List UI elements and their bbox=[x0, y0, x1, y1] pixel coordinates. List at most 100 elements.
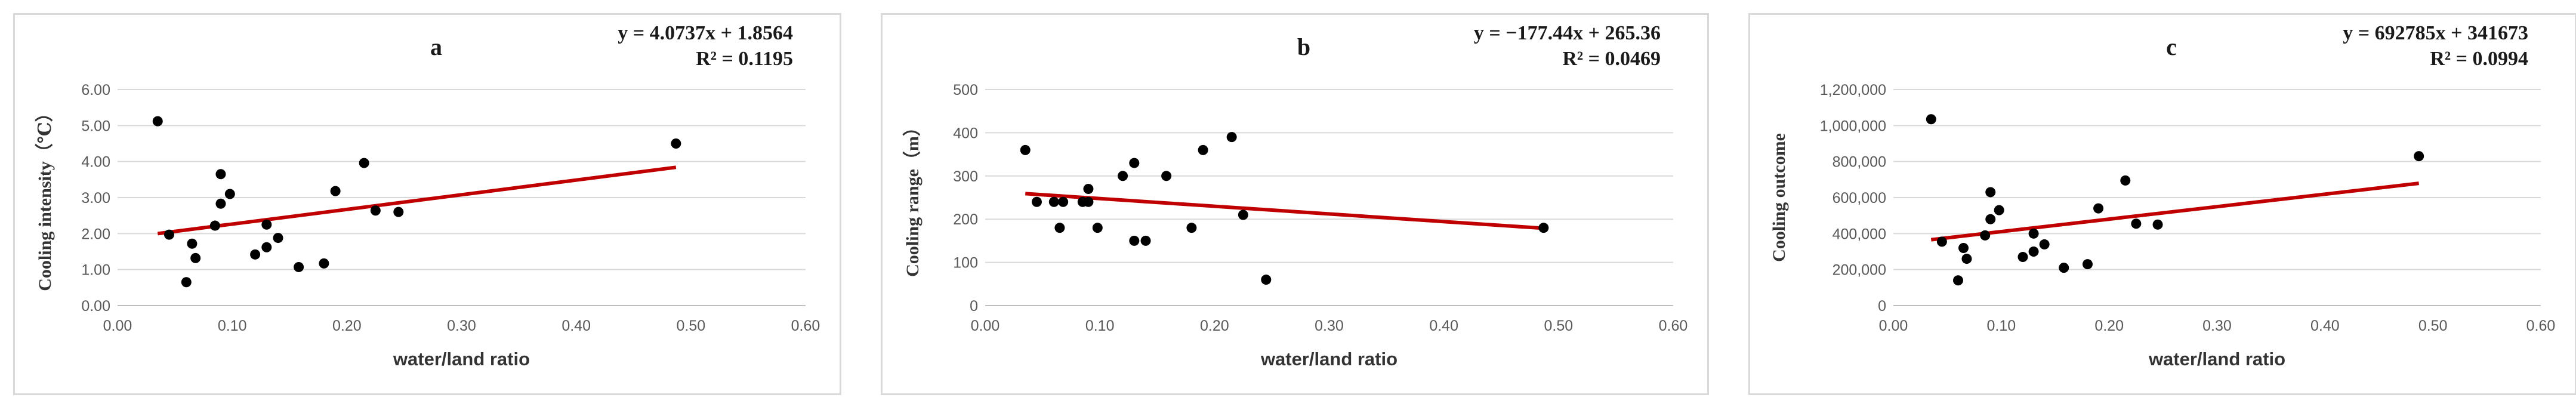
trendline-c bbox=[1930, 181, 2420, 242]
data-point-c bbox=[1936, 236, 1947, 247]
y-tick-label-b: 200 bbox=[953, 211, 978, 228]
data-point-c bbox=[2120, 175, 2131, 186]
data-point-b bbox=[1020, 144, 1031, 155]
data-point-a bbox=[224, 189, 235, 199]
y-tick-label-b: 400 bbox=[953, 125, 978, 141]
data-point-c bbox=[2028, 247, 2039, 257]
x-tick-label-c: 0.40 bbox=[2310, 318, 2340, 334]
x-tick-label-c: 0.20 bbox=[2094, 318, 2124, 334]
data-point-a bbox=[671, 138, 681, 149]
scatter-plot-c: 0 200,000 400,000 600,000 800,000 1,000,000 1,… bbox=[1769, 82, 2556, 369]
data-point-a bbox=[209, 220, 220, 231]
y-tick-label-a: 0.00 bbox=[81, 298, 110, 315]
x-tick-label-a: 0.50 bbox=[676, 318, 705, 334]
y-tick-label-c: 1,200,000 bbox=[1820, 82, 1886, 98]
chart-panel-a: 0.00 1.00 2.00 3.00 4.00 5.00 6.00 0.00 0.10 0.20… bbox=[13, 13, 841, 395]
data-point-b bbox=[1186, 223, 1197, 233]
data-point-c bbox=[2083, 259, 2093, 270]
data-point-c bbox=[2093, 203, 2104, 214]
x-tick-label-b: 0.60 bbox=[1659, 318, 1688, 334]
y-axis-label-c: Cooling outcome bbox=[1769, 133, 1789, 262]
y-tick-label-b: 100 bbox=[953, 255, 978, 272]
y-tick-label-a: 5.00 bbox=[81, 118, 110, 134]
data-point-b bbox=[1140, 235, 1151, 246]
panel-label-a: a bbox=[430, 33, 442, 60]
x-tick-label-b: 0.30 bbox=[1315, 318, 1344, 334]
chart-panel-b: 0 100 200 300 400 500 0.00 0.10 0.20 0.30 0.40 0.50… bbox=[881, 13, 1709, 395]
regression-equation-c: y = 692785x + 341673 bbox=[2343, 22, 2528, 44]
r-squared-a: R² = 0.1195 bbox=[696, 48, 793, 70]
data-point-a bbox=[215, 169, 226, 180]
regression-equation-a: y = 4.0737x + 1.8564 bbox=[618, 22, 793, 44]
data-point-b bbox=[1048, 196, 1059, 207]
data-point-b bbox=[1092, 223, 1103, 233]
trendline-a bbox=[157, 165, 677, 236]
data-point-b bbox=[1198, 144, 1208, 155]
data-point-c bbox=[1994, 205, 2004, 215]
chart-panel-c: 0 200,000 400,000 600,000 800,000 1,000,000 1,… bbox=[1748, 13, 2576, 395]
x-tick-label-c: 0.60 bbox=[2526, 318, 2556, 334]
data-point-a bbox=[359, 158, 369, 168]
data-point-b bbox=[1054, 223, 1065, 233]
y-tick-label-a: 3.00 bbox=[81, 190, 110, 207]
x-tick-label-a: 0.00 bbox=[103, 318, 132, 334]
y-tick-label-c: 800,000 bbox=[1832, 154, 1886, 171]
y-tick-label-c: 200,000 bbox=[1832, 262, 1886, 279]
x-tick-label-c: 0.50 bbox=[2418, 318, 2448, 334]
y-tick-label-a: 6.00 bbox=[81, 82, 110, 98]
regression-equation-b: y = −177.44x + 265.36 bbox=[1473, 22, 1661, 44]
x-axis-label-a: water/land ratio bbox=[393, 349, 530, 369]
x-tick-label-a: 0.10 bbox=[218, 318, 247, 334]
y-tick-label-a: 1.00 bbox=[81, 262, 110, 279]
data-point-b bbox=[1261, 275, 1272, 285]
data-point-c bbox=[2039, 239, 2050, 249]
y-tick-label-c: 400,000 bbox=[1832, 226, 1886, 242]
data-point-a bbox=[261, 242, 272, 252]
y-tick-label-b: 0 bbox=[970, 298, 978, 315]
data-point-a bbox=[187, 238, 198, 249]
panel-label-c: c bbox=[2166, 33, 2177, 60]
data-point-a bbox=[261, 219, 272, 230]
x-tick-label-b: 0.10 bbox=[1085, 318, 1115, 334]
x-axis-label-b: water/land ratio bbox=[1260, 349, 1397, 369]
data-point-c bbox=[1980, 230, 1991, 241]
x-tick-label-c: 0.30 bbox=[2202, 318, 2232, 334]
x-tick-label-a: 0.60 bbox=[791, 318, 820, 334]
x-tick-label-a: 0.40 bbox=[562, 318, 591, 334]
y-axis-label-a: Cooling intensity（℃） bbox=[35, 104, 55, 291]
data-point-b bbox=[1129, 235, 1140, 246]
data-point-a bbox=[250, 249, 261, 260]
data-point-a bbox=[370, 205, 381, 216]
data-point-c bbox=[2017, 252, 2028, 263]
data-point-a bbox=[181, 277, 192, 288]
data-point-c bbox=[1958, 242, 1969, 253]
scatter-plot-b: 0 100 200 300 400 500 0.00 0.10 0.20 0.30 0.40 0.50… bbox=[902, 82, 1688, 369]
data-point-c bbox=[2152, 219, 2163, 230]
data-point-c bbox=[1961, 254, 1972, 264]
y-tick-label-c: 600,000 bbox=[1832, 190, 1886, 207]
data-point-c bbox=[2414, 151, 2424, 162]
data-point-b bbox=[1129, 158, 1140, 168]
x-tick-label-b: 0.40 bbox=[1429, 318, 1458, 334]
data-point-b bbox=[1226, 132, 1237, 143]
y-tick-label-c: 1,000,000 bbox=[1820, 118, 1886, 134]
y-tick-label-c: 0 bbox=[1878, 298, 1886, 315]
y-tick-label-a: 2.00 bbox=[81, 226, 110, 242]
scatter-plot-a: 0.00 1.00 2.00 3.00 4.00 5.00 6.00 0.00 0.10 0.20… bbox=[35, 82, 820, 369]
data-point-a bbox=[163, 229, 174, 240]
x-tick-label-a: 0.30 bbox=[447, 318, 476, 334]
data-point-a bbox=[393, 207, 404, 217]
data-point-b bbox=[1031, 196, 1042, 207]
data-point-a bbox=[273, 233, 283, 244]
y-tick-label-b: 300 bbox=[953, 168, 978, 185]
data-point-a bbox=[152, 116, 163, 127]
r-squared-c: R² = 0.0994 bbox=[2430, 48, 2528, 70]
data-point-b bbox=[1118, 171, 1128, 181]
data-point-b bbox=[1083, 184, 1094, 195]
x-axis-label-c: water/land ratio bbox=[2148, 349, 2285, 369]
data-point-c bbox=[1985, 187, 1996, 198]
data-point-c bbox=[1926, 114, 1936, 125]
x-tick-label-b: 0.00 bbox=[971, 318, 1000, 334]
x-tick-label-b: 0.20 bbox=[1200, 318, 1229, 334]
data-point-b bbox=[1083, 196, 1094, 207]
